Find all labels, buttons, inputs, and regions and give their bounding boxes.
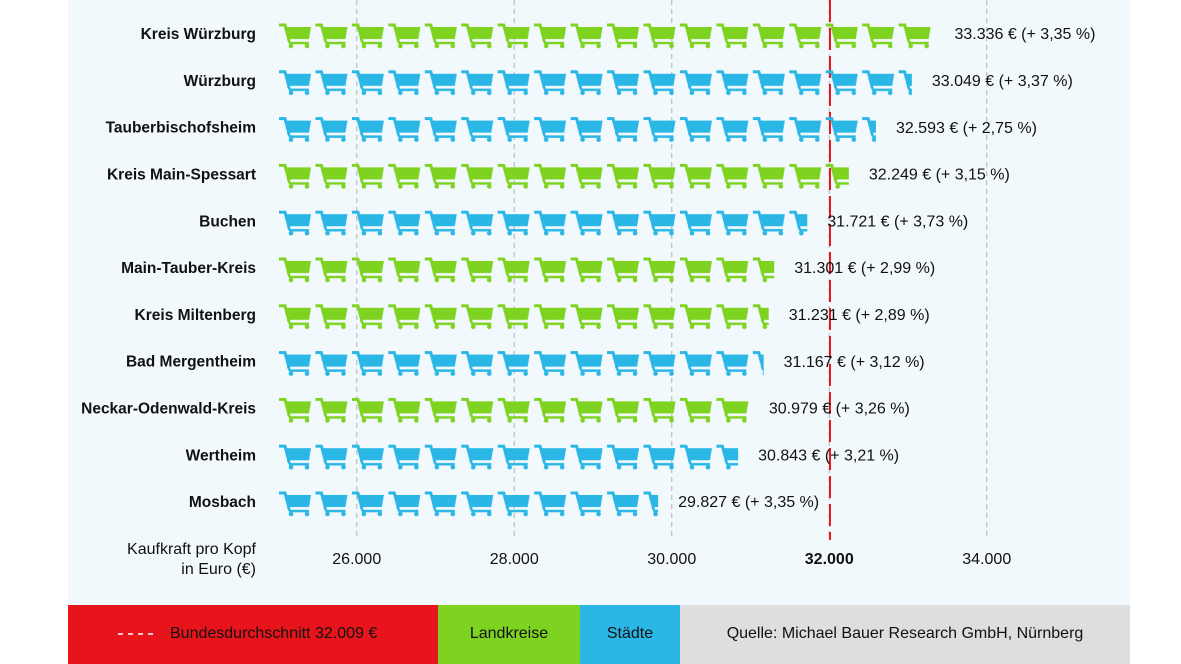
bar xyxy=(278,302,769,330)
bar xyxy=(278,162,849,190)
value-label: 31.721 € (+ 3,73 %) xyxy=(827,213,968,230)
category-label: Würzburg xyxy=(184,73,256,90)
value-label: 29.827 € (+ 3,35 %) xyxy=(678,494,819,511)
source-box xyxy=(680,605,1130,664)
value-label: 33.049 € (+ 3,37 %) xyxy=(932,73,1073,90)
value-label: 33.336 € (+ 3,35 %) xyxy=(954,26,1095,43)
value-label: 32.593 € (+ 2,75 %) xyxy=(896,120,1037,137)
legend-reference-label: Bundesdurchschnitt 32.009 € xyxy=(170,625,377,642)
x-tick-label: 26.000 xyxy=(332,551,381,568)
category-label: Mosbach xyxy=(189,494,256,511)
bar xyxy=(278,256,775,283)
bar xyxy=(278,490,659,517)
source: Quelle: Michael Bauer Research GmbH, Nür… xyxy=(727,625,1084,642)
bar xyxy=(278,443,739,471)
x-tick-label: 32.000 xyxy=(805,551,854,568)
value-label: 31.231 € (+ 2,89 %) xyxy=(789,307,930,324)
value-label: 32.249 € (+ 3,15 %) xyxy=(869,167,1010,184)
value-label: 31.301 € (+ 2,99 %) xyxy=(794,260,935,277)
x-tick-label: 30.000 xyxy=(647,551,696,568)
category-label: Kreis Miltenberg xyxy=(135,307,256,324)
category-label: Wertheim xyxy=(186,447,256,464)
category-label: Main-Tauber-Kreis xyxy=(121,260,256,277)
legend-swatch xyxy=(580,605,680,664)
category-label: Neckar-Odenwald-Kreis xyxy=(81,400,256,417)
bar xyxy=(278,22,935,49)
x-axis-label: in Euro (€) xyxy=(181,561,256,578)
legend-swatch xyxy=(438,605,580,664)
legend-label: Landkreise xyxy=(470,625,548,642)
x-tick-label: 28.000 xyxy=(490,551,539,568)
value-label: 30.843 € (+ 3,21 %) xyxy=(758,447,899,464)
legend-label: Städte xyxy=(607,625,653,642)
value-label: 31.167 € (+ 3,12 %) xyxy=(784,354,925,371)
bar xyxy=(278,68,912,96)
bar xyxy=(278,209,808,237)
category-label: Tauberbischofsheim xyxy=(106,120,256,137)
category-label: Kreis Würzburg xyxy=(141,26,256,43)
bar xyxy=(278,396,749,424)
x-axis-label: Kaufkraft pro Kopf xyxy=(127,541,257,558)
value-label: 30.979 € (+ 3,26 %) xyxy=(769,401,910,418)
category-label: Kreis Main-Spessart xyxy=(107,166,256,183)
category-label: Bad Mergentheim xyxy=(126,354,256,371)
bar xyxy=(278,349,764,377)
category-label: Buchen xyxy=(199,213,256,230)
bar xyxy=(278,115,876,143)
x-tick-label: 34.000 xyxy=(962,551,1011,568)
